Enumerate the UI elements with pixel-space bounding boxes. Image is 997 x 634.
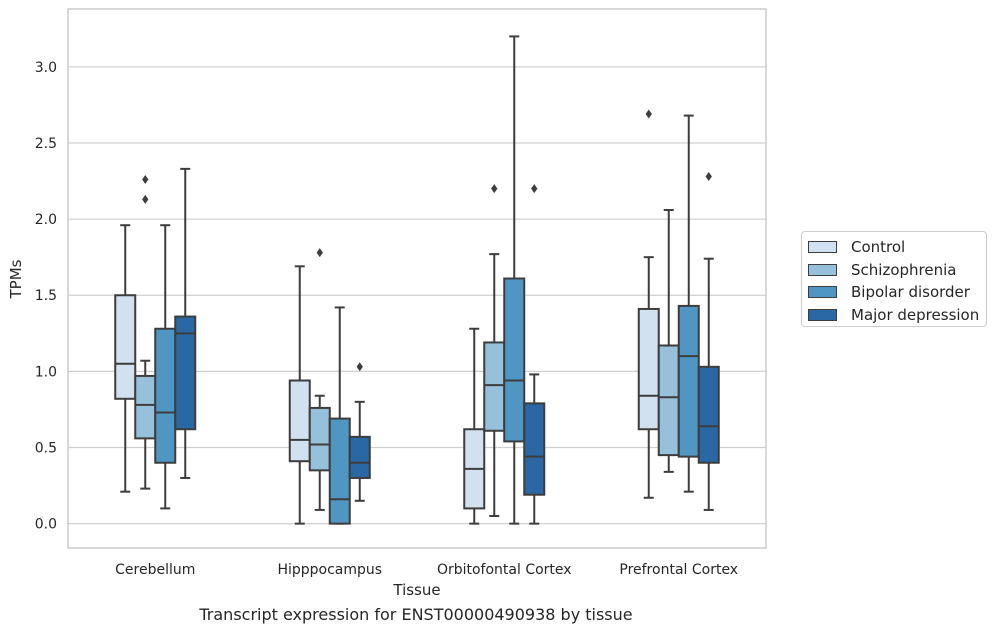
legend: Control Schizophrenia Bipolar disorder M… [801,231,987,327]
box-iqr [637,307,660,431]
boxes [114,35,720,525]
legend-label-major-depression: Major depression [851,305,980,324]
box-group [503,35,526,525]
legend-item-bipolar-disorder: Bipolar disorder [808,281,986,304]
x-tick-label: Cerebellum [115,562,195,578]
box-group [174,167,197,479]
box-iqr [697,365,720,464]
box-group [114,224,137,493]
outlier-point [491,184,498,194]
plot-frame [67,8,767,549]
box-group [154,224,177,510]
outlier-point [531,184,538,194]
x-tick-label: Prefrontal Cortex [619,562,738,578]
legend-label-schizophrenia: Schizophrenia [851,260,957,279]
outlier-point [705,171,712,181]
y-tick-label: 0.0 [35,517,57,533]
box-iqr [503,277,526,443]
y-tick-label: 3.0 [35,60,57,76]
box-iqr [154,327,177,464]
box-group [463,327,486,525]
x-tick-label: Hipppocampus [277,562,382,578]
y-tick-label: 1.0 [35,364,57,380]
box-iqr [308,406,331,472]
y-tick-label: 1.5 [35,288,57,304]
box-group [328,306,351,525]
outlier-point [645,109,652,119]
legend-swatch-major-depression [808,308,837,321]
y-axis-label: TPMs [7,259,25,299]
x-axis-label: Tissue [392,581,440,599]
legend-swatch-schizophrenia [808,263,837,276]
box-iqr [483,341,506,432]
box-group [288,265,311,525]
outlier-point [356,362,363,372]
legend-item-schizophrenia: Schizophrenia [808,259,986,282]
box-iqr [114,294,137,400]
box-group [637,109,660,499]
box-group [523,184,546,525]
box-group [348,362,371,502]
y-tick-label: 2.5 [35,136,57,152]
box-iqr [134,374,157,440]
y-tick-label: 0.5 [35,441,57,457]
box-group [697,171,720,511]
outlier-point [142,194,149,204]
box-iqr [677,304,700,458]
legend-label-control: Control [851,238,906,257]
box-iqr [174,315,197,431]
legend-swatch-bipolar-disorder [808,286,837,299]
legend-item-major-depression: Major depression [808,304,986,327]
legend-label-bipolar-disorder: Bipolar disorder [851,283,970,302]
outlier-point [142,175,149,185]
legend-item-control: Control [808,236,986,259]
y-tick-label: 2.0 [35,212,57,228]
box-iqr [348,435,371,479]
legend-swatch-control [808,241,837,254]
x-axis-ticks: Cerebellum Hipppocampus Orbitofontal Corte… [115,562,738,578]
x-tick-label: Orbitofontal Cortex [437,562,572,578]
box-group [677,114,700,493]
y-axis-ticks: 0.0 0.5 1.0 1.5 2.0 2.5 3.0 [35,60,57,533]
box-group [657,208,680,473]
outlier-point [316,248,323,258]
box-iqr [328,417,351,525]
box-iqr [288,379,311,463]
chart-caption: Transcript expression for ENST0000049093… [199,605,633,624]
box-group [308,248,331,511]
box-group [134,175,157,490]
box-iqr [657,344,680,457]
box-group [483,184,506,518]
box-iqr [523,402,546,496]
